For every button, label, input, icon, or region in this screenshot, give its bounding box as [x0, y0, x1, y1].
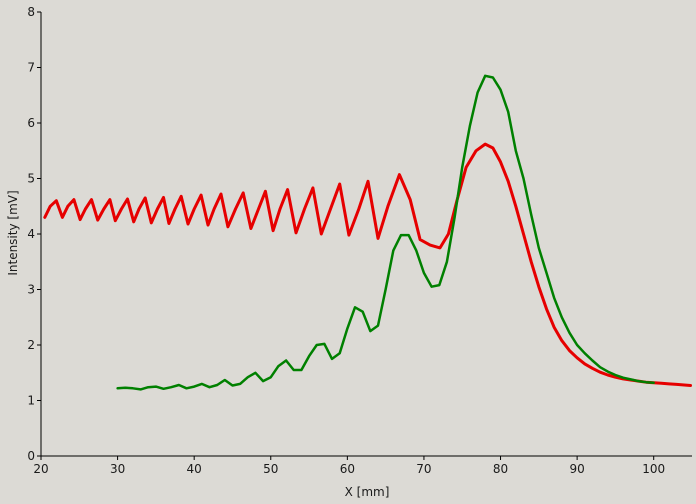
- y-tick-label: 4: [27, 227, 35, 241]
- x-tick-label: 100: [642, 462, 665, 476]
- x-tick-label: 40: [187, 462, 202, 476]
- y-tick-label: 8: [27, 5, 35, 19]
- series-layer: [43, 74, 692, 391]
- x-tick-label: 30: [110, 462, 125, 476]
- x-tick-label: 90: [569, 462, 584, 476]
- axes-layer: 20 30 40 50 60 70 80 90 100 0 1 2 3 4 5 6 7 8: [27, 5, 692, 476]
- x-tick-label: 60: [340, 462, 355, 476]
- series-line-0: [43, 142, 692, 387]
- x-tick-label: 20: [33, 462, 48, 476]
- x-tick-label: 70: [416, 462, 431, 476]
- y-tick-label: 7: [27, 61, 35, 75]
- y-axis-label: Intensity [mV]: [6, 190, 20, 275]
- y-tick-label: 1: [27, 394, 35, 408]
- y-tick-label: 3: [27, 283, 35, 297]
- x-axis-label: X [mm]: [345, 485, 390, 499]
- y-tick-label: 2: [27, 338, 35, 352]
- x-tick-label: 50: [263, 462, 278, 476]
- series-line-1: [116, 74, 655, 391]
- y-tick-label: 6: [27, 116, 35, 130]
- x-tick-label: 80: [493, 462, 508, 476]
- y-tick-label: 5: [27, 172, 35, 186]
- y-tick-label: 0: [27, 449, 35, 463]
